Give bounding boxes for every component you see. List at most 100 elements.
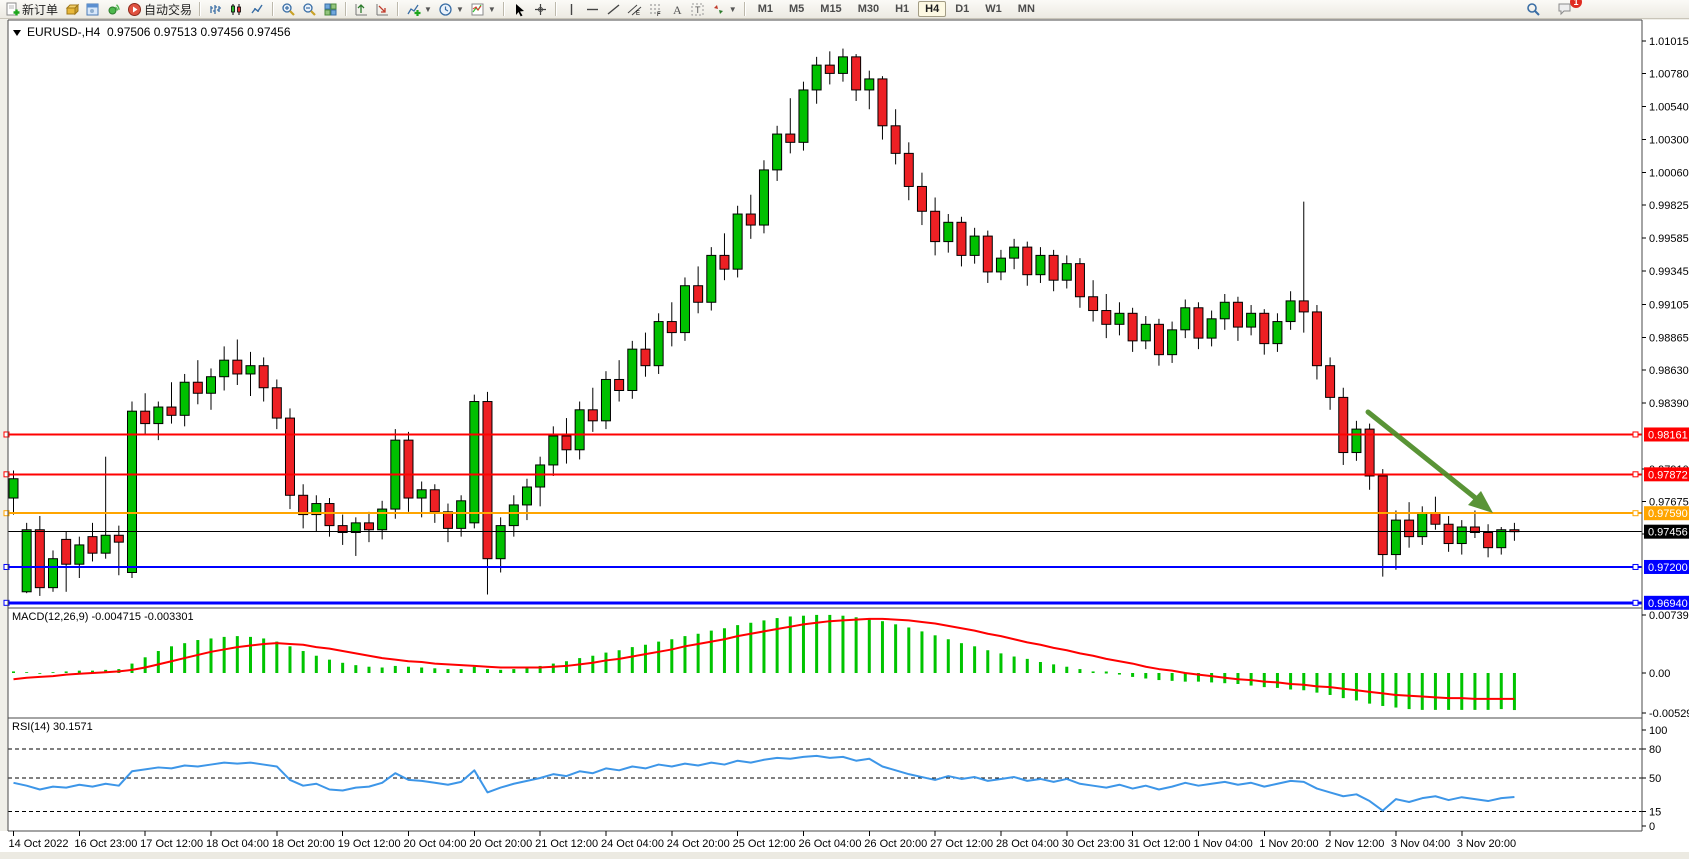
hline-handle[interactable] <box>1632 599 1639 606</box>
candle <box>1127 307 1138 352</box>
toolbar-separator <box>199 2 202 16</box>
candles-layer <box>8 48 1520 596</box>
candle <box>1193 302 1204 350</box>
search-button[interactable] <box>1523 0 1544 18</box>
candle-body <box>969 235 980 256</box>
candle <box>1246 305 1257 336</box>
candles-icon <box>231 3 241 15</box>
trend-arrow-shaft <box>1365 409 1481 503</box>
chart-shift-button[interactable] <box>351 0 372 18</box>
timeframe-H4[interactable]: H4 <box>918 1 947 17</box>
arrows-tool[interactable]: ▼ <box>708 0 740 18</box>
zoom-in-button[interactable] <box>278 0 299 18</box>
fibonacci-tool[interactable]: F <box>645 0 666 18</box>
candle <box>890 109 901 165</box>
hline-handle[interactable] <box>3 510 10 517</box>
fibo-icon: F <box>649 4 661 17</box>
notifications-button[interactable]: 1 <box>1554 0 1582 18</box>
axis-tick-label: 0.99585 <box>1649 233 1689 245</box>
timeframe-M5[interactable]: M5 <box>789 3 805 15</box>
candle-body <box>1390 519 1401 556</box>
candle-body <box>100 534 111 554</box>
candle-body <box>1246 312 1257 328</box>
price-axis[interactable]: 1.01015 1.00780 1.00540 1.00300 1.00060 0.998… <box>1642 36 1689 833</box>
hline-handle[interactable] <box>3 563 10 570</box>
zoom-out-button[interactable] <box>299 0 320 18</box>
periods-button[interactable]: ▼ <box>435 0 467 18</box>
timeframe-D1[interactable]: D1 <box>955 3 970 15</box>
hline-handle[interactable] <box>1632 563 1639 570</box>
market-watch-button[interactable] <box>82 0 103 18</box>
indicators-button[interactable]: ▼ <box>403 0 435 18</box>
candle <box>1048 249 1059 292</box>
candle <box>1456 520 1467 555</box>
horizontal-line-tool[interactable] <box>582 0 603 18</box>
candle <box>1338 387 1349 465</box>
timeframe-H1[interactable]: H1 <box>895 3 910 15</box>
timeframe-M15[interactable]: M15 <box>820 3 842 15</box>
signals-button[interactable] <box>103 0 124 18</box>
time-label: 1 Nov 04:00 <box>1193 838 1252 850</box>
toolbar-separator <box>272 2 275 16</box>
candle-body <box>153 406 164 425</box>
hline-handle[interactable] <box>3 599 10 606</box>
candle-body <box>1298 300 1309 313</box>
candle-body <box>271 387 282 419</box>
hline-handle[interactable] <box>1632 431 1639 438</box>
candle <box>205 368 216 410</box>
dropdown-arrow-icon[interactable]: ▼ <box>455 4 464 14</box>
candlestick-chart-button[interactable] <box>226 0 247 18</box>
depth-of-market-button[interactable] <box>61 0 82 18</box>
hline-handle[interactable] <box>1632 510 1639 517</box>
magnifier-icon <box>1527 2 1540 16</box>
channel-icon: E <box>627 4 642 17</box>
time-axis[interactable]: 14 Oct 2022 16 Oct 23:00 17 Oct 12:00 18 Oc… <box>9 831 1517 850</box>
axis-tick-label: 0.00 <box>1649 668 1670 680</box>
timeframe-MN[interactable]: MN <box>1017 3 1035 15</box>
hline-handle[interactable] <box>3 471 10 478</box>
candle-body <box>837 56 848 74</box>
candle <box>482 391 493 595</box>
candle <box>916 172 927 226</box>
svg-text:F: F <box>657 12 661 17</box>
text-label-tool[interactable]: T <box>687 0 708 18</box>
candle <box>179 373 190 427</box>
timeframe-W1[interactable]: W1 <box>985 3 1002 15</box>
candle <box>298 484 309 529</box>
bar-chart-button[interactable] <box>205 0 226 18</box>
candle-body <box>956 221 967 256</box>
vline-icon <box>570 3 572 15</box>
dropdown-arrow-icon[interactable]: ▼ <box>424 4 432 14</box>
timeframe-M1[interactable]: M1 <box>757 3 773 15</box>
axis-tick-label: 1.01015 <box>1649 36 1689 48</box>
time-label: 24 Oct 04:00 <box>601 838 664 850</box>
candle-body <box>890 125 901 154</box>
macd-panel <box>12 614 1516 711</box>
equidistant-channel-tool[interactable]: E <box>624 0 645 18</box>
line-chart-button[interactable] <box>247 0 268 18</box>
auto-scroll-button[interactable] <box>372 0 393 18</box>
dropdown-arrow-icon[interactable]: ▼ <box>728 4 737 14</box>
candle <box>600 371 611 430</box>
templates-button[interactable]: ▼ <box>467 0 499 18</box>
candle-body <box>1351 428 1362 454</box>
candle <box>627 340 638 399</box>
vertical-line-tool[interactable] <box>561 0 582 18</box>
candle <box>1167 321 1178 363</box>
crosshair-tool[interactable] <box>530 0 551 18</box>
timeframe-M30[interactable]: M30 <box>857 3 880 15</box>
candle-body <box>1206 318 1217 339</box>
hline-handle[interactable] <box>3 431 10 438</box>
tile-windows-button[interactable] <box>320 0 341 18</box>
cursor-tool[interactable] <box>509 0 530 18</box>
new-order-button[interactable]: 新订单 <box>2 0 61 18</box>
candle-body <box>706 254 717 303</box>
auto-trading-button[interactable]: 自动交易 <box>124 0 195 18</box>
price-label-0.98161: 0.98161 <box>1648 429 1688 441</box>
hline-handle[interactable] <box>1632 471 1639 478</box>
trendline-tool[interactable] <box>603 0 624 18</box>
trend-arrow[interactable] <box>1365 409 1493 513</box>
text-tool[interactable]: A <box>666 0 687 18</box>
dropdown-arrow-icon[interactable]: ▼ <box>487 4 496 14</box>
